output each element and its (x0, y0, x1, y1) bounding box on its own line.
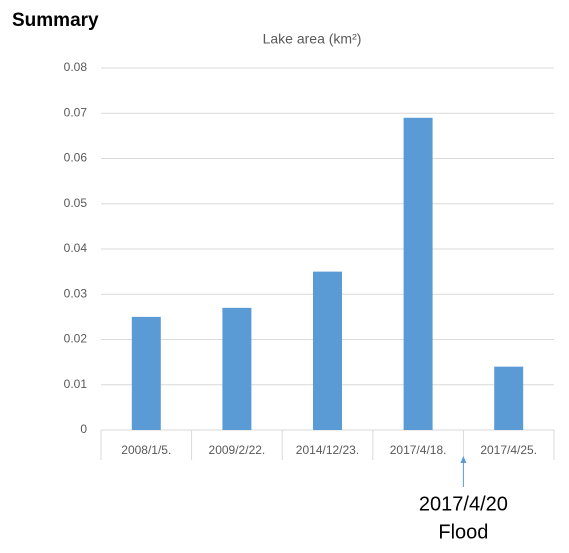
y-tick-label: 0.08 (64, 60, 88, 74)
y-tick-label: 0.03 (64, 286, 88, 300)
y-tick-label: 0 (80, 422, 87, 436)
y-tick-label: 0.06 (64, 151, 88, 165)
annotation-text: 2017/4/20 (419, 493, 508, 515)
annotation-arrowhead (460, 456, 467, 463)
x-tick-label: 2017/4/18. (390, 443, 447, 457)
y-tick-label: 0.02 (64, 332, 88, 346)
y-tick-label: 0.05 (64, 196, 88, 210)
bar (131, 316, 161, 430)
y-tick-label: 0.04 (64, 241, 88, 255)
chart-title: Lake area (km²) (263, 31, 362, 47)
x-tick-label: 2017/4/25. (480, 443, 537, 457)
page-title: Summary (12, 10, 99, 31)
x-tick-label: 2008/1/5. (121, 443, 171, 457)
y-tick-label: 0.07 (64, 105, 88, 119)
bar (222, 307, 252, 430)
x-tick-label: 2014/12/23. (296, 443, 359, 457)
bar (494, 366, 524, 430)
x-tick-label: 2009/2/22. (209, 443, 266, 457)
y-tick-label: 0.01 (64, 377, 88, 391)
annotation-text: Flood (438, 521, 488, 543)
bar (313, 271, 342, 430)
bar (403, 117, 433, 431)
